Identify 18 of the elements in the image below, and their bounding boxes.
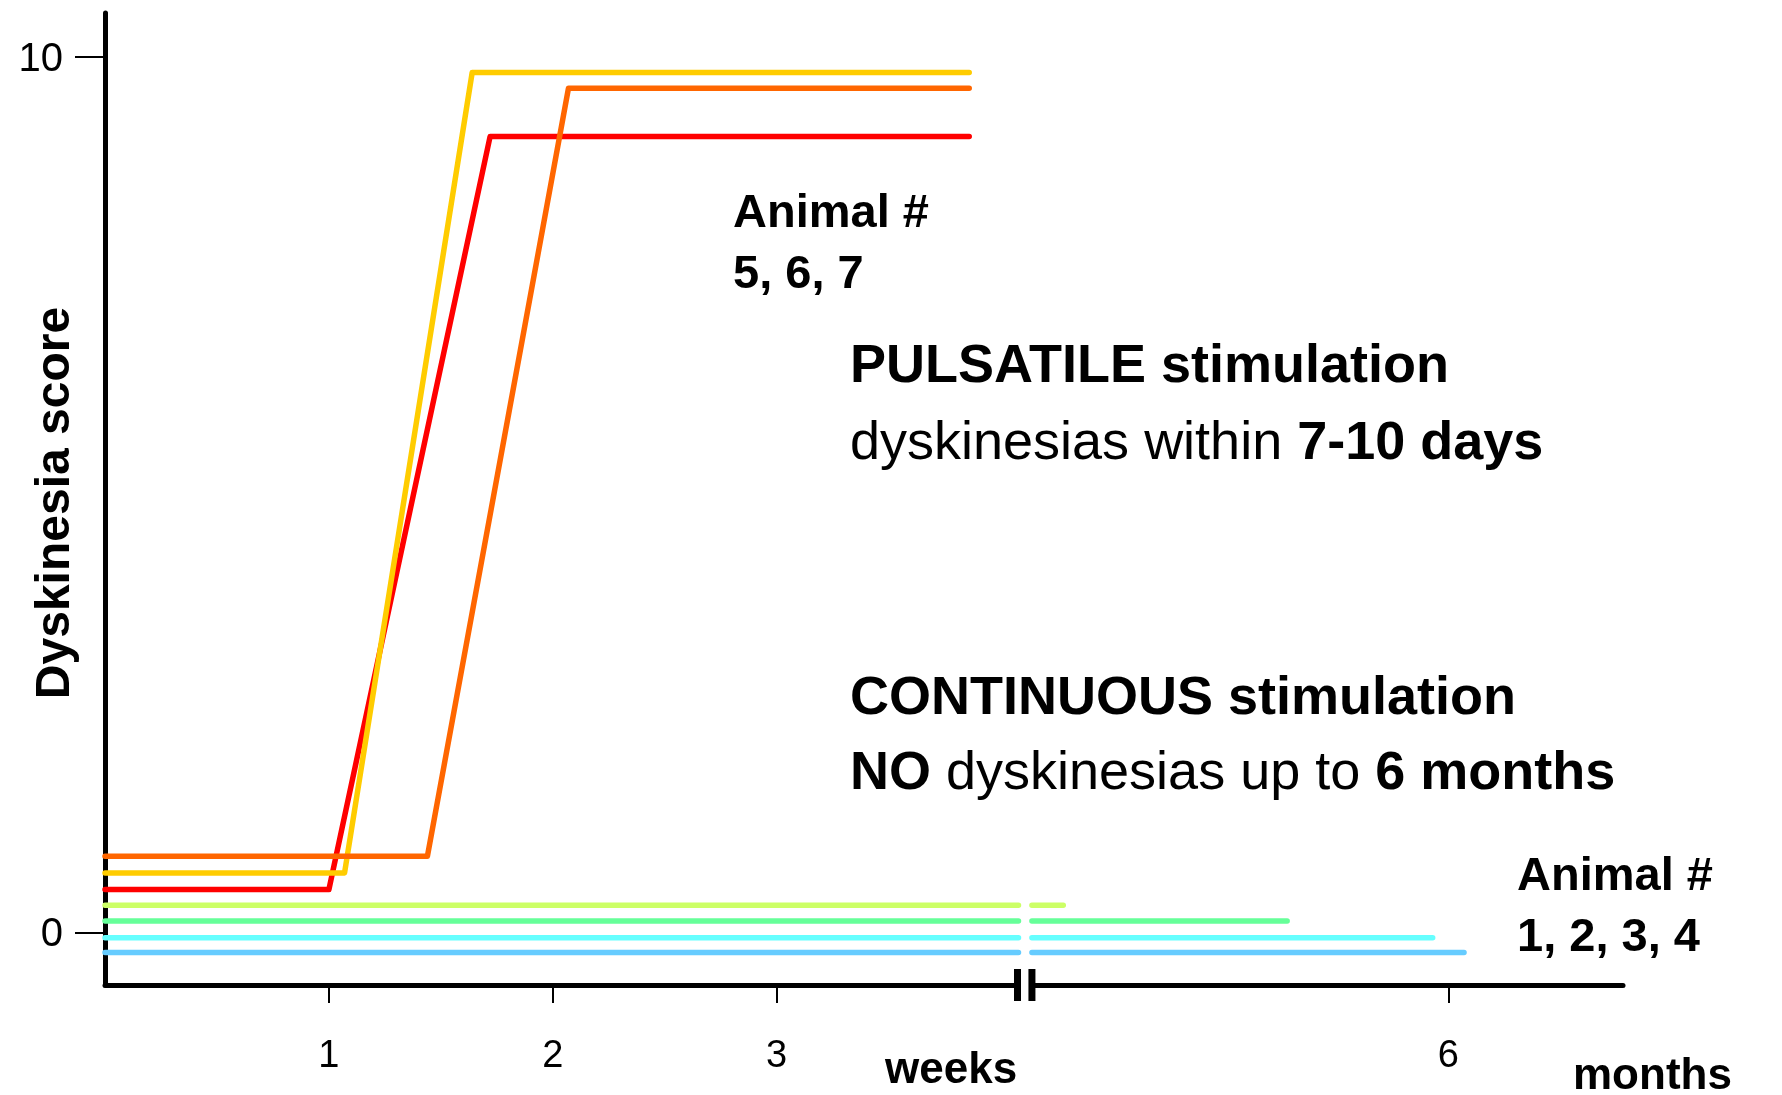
text: months <box>1573 1049 1732 1095</box>
y-tick-label: 0 <box>40 910 63 955</box>
x-tick-label: 1 <box>318 1033 340 1075</box>
annotation: 7-10 days <box>1297 410 1544 471</box>
x-tick-label: 3 <box>766 1033 788 1075</box>
annotation: PULSATILE stimulation <box>850 333 1450 394</box>
annotation: dyskinesias within <box>850 410 1298 471</box>
annotation: Animal # 1, 2, 3, 4 <box>1517 847 1713 962</box>
y-axis-title: Dyskinesia score <box>25 306 79 700</box>
x-tick-label: 2 <box>542 1033 564 1075</box>
annotation: dyskinesias up to <box>931 740 1376 801</box>
annotation: CONTINUOUS stimulation <box>850 665 1517 726</box>
y-tick-label: 10 <box>18 34 63 79</box>
annotation: 6 months <box>1375 740 1616 801</box>
x-axis-title: weeks <box>884 1042 1018 1092</box>
annotation: Animal # 5, 6, 7 <box>733 184 929 299</box>
annotation: NO <box>850 740 931 801</box>
x-tick-label: 6 <box>1437 1033 1459 1075</box>
